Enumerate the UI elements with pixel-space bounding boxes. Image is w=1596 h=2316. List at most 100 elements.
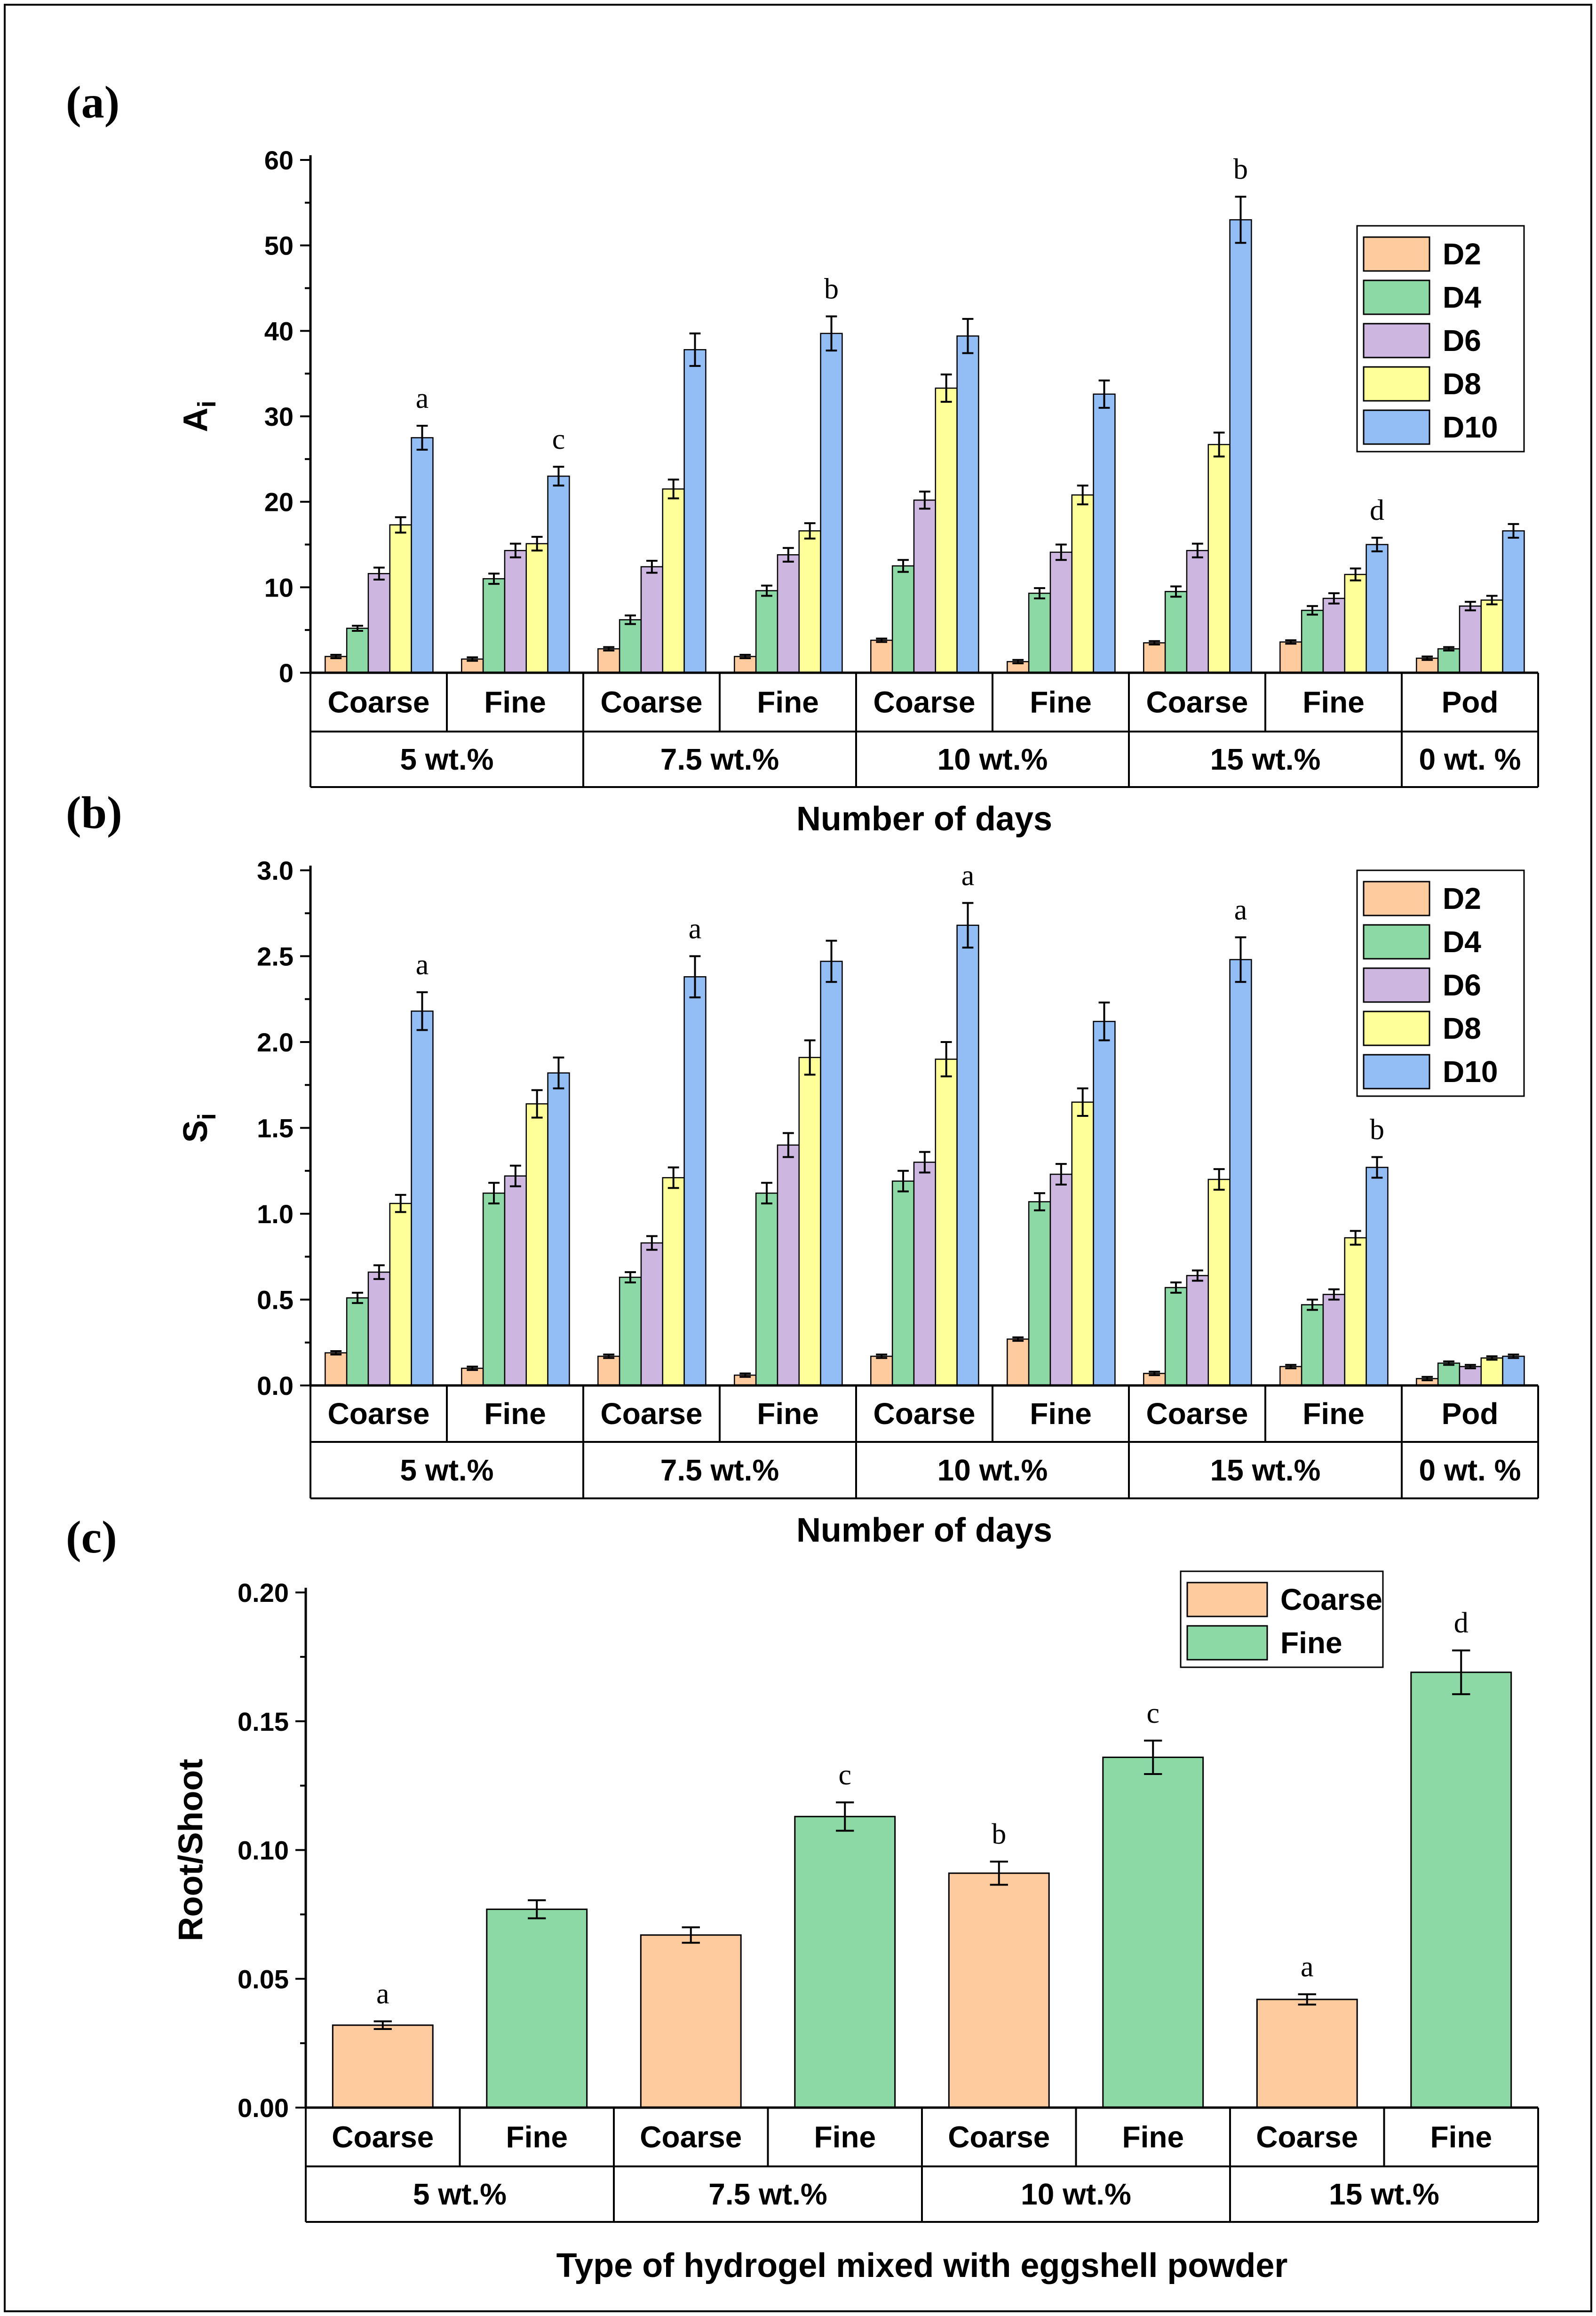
panel-label-c: (c): [66, 1512, 117, 1563]
category-label: Fine: [1302, 1397, 1365, 1431]
legend-swatch-d10: [1363, 1054, 1430, 1090]
category-label: Coarse: [1256, 2120, 1358, 2154]
bar-d4-6: [1164, 1287, 1188, 1386]
bar-d8-4: [935, 1059, 958, 1386]
bar-d10-5: [1093, 1020, 1116, 1386]
bar-d6-6: [1186, 549, 1209, 674]
y-tick-label: 40: [264, 316, 294, 346]
bar-d4-4: [891, 565, 915, 674]
legend-swatch-d6: [1363, 323, 1430, 358]
category-label: Coarse: [873, 685, 976, 719]
bar-coarse-0: [332, 2024, 434, 2109]
significance-letter: a: [376, 1978, 389, 2010]
legend-label: D8: [1443, 1011, 1481, 1045]
bar-d4-1: [482, 1192, 506, 1386]
y-tick-label: 0.0: [257, 1371, 294, 1401]
significance-letter: b: [992, 1818, 1006, 1850]
legend-label: D4: [1443, 925, 1481, 959]
y-tick-label: 0.00: [238, 2093, 289, 2123]
bar-d4-5: [1028, 1201, 1051, 1386]
bar-d10-6: [1229, 959, 1252, 1386]
legend-label: D2: [1443, 882, 1481, 915]
bar-d8-7: [1344, 1237, 1367, 1386]
group-label: 7.5 wt.%: [660, 1453, 779, 1487]
group-label: 15 wt.%: [1210, 1453, 1321, 1487]
y-tick-label: 30: [264, 402, 294, 431]
y-tick-label: 3.0: [257, 856, 294, 885]
significance-letter: b: [1233, 153, 1248, 185]
category-label: Coarse: [328, 1397, 430, 1431]
bar-d2-7: [1279, 1366, 1302, 1386]
bar-d6-2: [640, 1242, 664, 1386]
bar-d8-2: [662, 1177, 685, 1386]
significance-letter: d: [1454, 1607, 1469, 1639]
y-axis-title-subscript: i: [193, 400, 221, 407]
legend-label: D10: [1443, 1055, 1498, 1089]
bar-d6-0: [367, 573, 391, 674]
significance-letter: a: [689, 913, 702, 945]
bar-coarse-4: [948, 1872, 1050, 2109]
legend-swatch-d4: [1363, 279, 1430, 315]
legend-swatch-d10: [1363, 409, 1430, 445]
bar-d6-6: [1186, 1275, 1209, 1386]
category-label: Coarse: [948, 2120, 1050, 2154]
bar-d8-1: [525, 543, 548, 674]
significance-letter: a: [1301, 1951, 1314, 1983]
bar-d10-8: [1502, 1355, 1525, 1386]
legend-swatch-d8: [1363, 366, 1430, 402]
bar-d6-2: [640, 566, 664, 674]
bar-d6-4: [913, 1162, 937, 1386]
panel-label-a: (a): [66, 77, 119, 128]
bar-d4-4: [891, 1180, 915, 1386]
significance-letter: d: [1370, 494, 1384, 526]
bar-d2-0: [325, 1352, 348, 1386]
significance-letter: b: [824, 273, 839, 305]
significance-letter: a: [416, 382, 429, 414]
bar-d6-5: [1049, 1173, 1073, 1386]
y-axis-title-subscript: i: [193, 1113, 221, 1120]
x-axis-title: Type of hydrogel mixed with eggshell pow…: [556, 2247, 1288, 2284]
x-axis-title: Number of days: [796, 800, 1052, 838]
bar-d6-7: [1322, 597, 1346, 674]
bar-d8-7: [1344, 573, 1367, 674]
bar-d4-3: [755, 1192, 778, 1386]
bar-d10-2: [683, 976, 707, 1386]
bar-d4-3: [755, 590, 778, 674]
bar-d10-7: [1366, 1167, 1389, 1386]
bar-coarse-6: [1256, 1998, 1358, 2109]
legend-swatch-d4: [1363, 924, 1430, 960]
category-label: Fine: [1430, 2120, 1492, 2154]
legend-swatch-d2: [1363, 236, 1430, 272]
category-label: Fine: [484, 685, 546, 719]
category-label: Coarse: [640, 2120, 742, 2154]
y-tick-label: 0.5: [257, 1285, 294, 1315]
chart-panel-c: 0.00 0.05 0.10 0.15 0.20 Root/Shoot a c b c a d Coar…: [172, 1570, 1539, 2284]
legend-label: D6: [1443, 324, 1481, 358]
y-tick-label: 2.5: [257, 942, 294, 971]
category-label: Coarse: [328, 685, 430, 719]
legend-swatch-d8: [1363, 1011, 1430, 1046]
bar-fine-7: [1410, 1671, 1512, 2109]
y-tick-label: 0.05: [238, 1964, 289, 1994]
category-label: Coarse: [1146, 1397, 1248, 1431]
bar-d4-7: [1301, 1304, 1324, 1386]
bar-d10-5: [1093, 393, 1116, 674]
bar-d10-3: [820, 333, 843, 674]
legend-label: D8: [1443, 367, 1481, 401]
chart-panel-b: 0.0 0.5 1.0 1.5 2.0 2.5 3.0 Si a a a a b Coarse Fine Co…: [177, 856, 1539, 1549]
y-axis-title-main: A: [177, 408, 214, 432]
bar-d8-5: [1071, 494, 1094, 674]
bar-d10-4: [956, 335, 979, 674]
bar-d10-1: [547, 475, 570, 674]
bar-d2-2: [597, 648, 620, 674]
bar-d6-3: [777, 1144, 800, 1386]
legend: Coarse Fine: [1180, 1570, 1384, 1668]
bar-d6-0: [367, 1271, 391, 1386]
bar-d6-1: [504, 1175, 527, 1386]
legend-label: Fine: [1280, 1626, 1342, 1660]
y-tick-label: 10: [264, 573, 294, 602]
bar-layer: [325, 196, 1525, 674]
bar-layer: [325, 902, 1525, 1386]
significance-letter: a: [961, 860, 975, 891]
bar-d4-2: [619, 619, 642, 674]
